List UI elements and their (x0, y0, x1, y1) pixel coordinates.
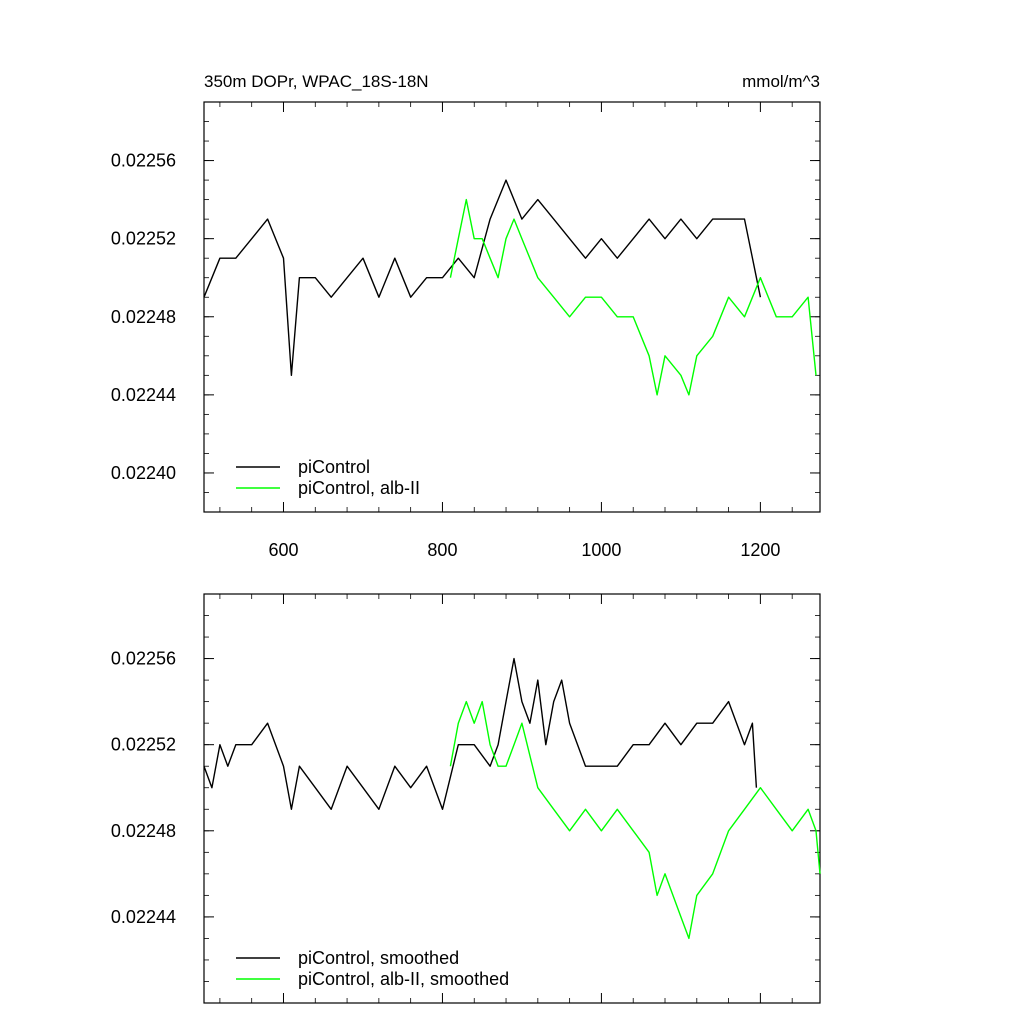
y-tick-label: 0.02252 (111, 735, 176, 755)
bottom-axis-ticks: 0.02244 0.02248 0.02252 0.02256 (111, 593, 820, 1004)
y-tick-label: 0.02256 (111, 649, 176, 669)
chart-title: 350m DOPr, WPAC_18S-18N (204, 72, 429, 91)
x-tick-label: 1000 (581, 540, 621, 560)
legend-label: piControl, alb-II, smoothed (298, 969, 509, 989)
series-line-0 (203, 179, 762, 376)
y-tick-label: 0.02240 (111, 463, 176, 483)
units-label: mmol/m^3 (742, 72, 820, 91)
x-tick-label: 1200 (740, 540, 780, 560)
bottom-series-group (203, 657, 821, 940)
legend-label: piControl (298, 457, 370, 477)
x-tick-label: 800 (427, 540, 457, 560)
series-line-1 (449, 700, 821, 940)
bottom-plot-frame (203, 593, 821, 1004)
y-tick-label: 0.02252 (111, 229, 176, 249)
x-tick-label: 600 (268, 540, 298, 560)
top-axis-ticks: 0.02240 0.02244 0.02248 0.02252 0.02256 600 80… (111, 101, 820, 560)
top-plot-frame (203, 101, 821, 513)
legend-label: piControl, alb-II (298, 478, 420, 498)
y-tick-label: 0.02248 (111, 307, 176, 327)
series-line-0 (203, 657, 758, 810)
y-tick-label: 0.02244 (111, 907, 176, 927)
y-tick-label: 0.02244 (111, 385, 176, 405)
y-tick-label: 0.02248 (111, 821, 176, 841)
top-series-group (203, 179, 817, 396)
top-panel: 350m DOPr, WPAC_18S-18N mmol/m^3 0.02240… (111, 72, 821, 560)
legend-label: piControl, smoothed (298, 948, 459, 968)
bottom-panel: 0.02244 0.02248 0.02252 0.02256 piControl, … (111, 593, 821, 1004)
series-line-1 (449, 198, 817, 396)
y-tick-label: 0.02256 (111, 151, 176, 171)
